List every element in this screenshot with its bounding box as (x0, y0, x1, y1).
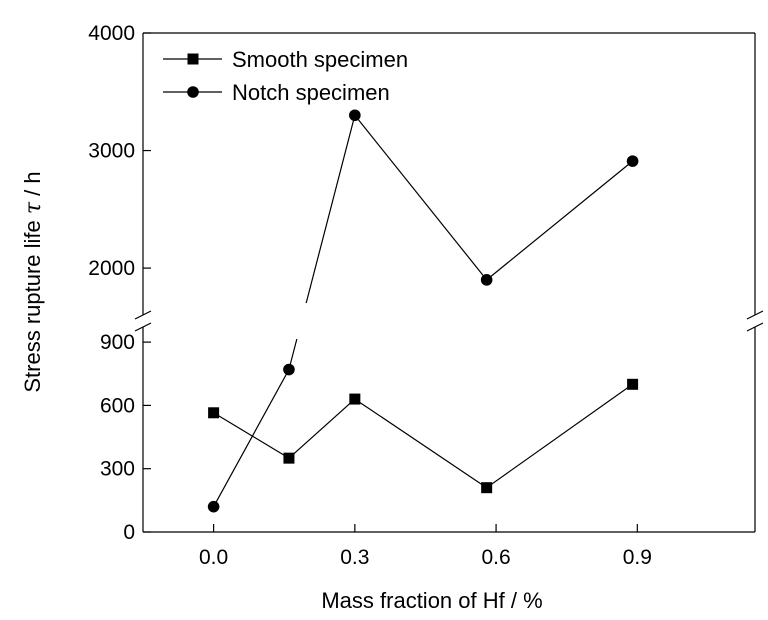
y-tick-label: 3000 (88, 140, 135, 163)
notch-specimen-line-segment (354, 114, 488, 281)
left-axis-break-mark (134, 310, 152, 320)
x-tick-label: 0.9 (623, 546, 652, 569)
axes: 0 300 600 900 2000 3000 4000 0.0 0.3 0.6 0.9 (88, 22, 764, 569)
legend-smooth-specimen-marker (187, 53, 199, 65)
series-layer (207, 109, 639, 513)
smooth-specimen-point (481, 482, 493, 494)
smooth-specimen-point (349, 393, 361, 405)
y-tick-label: 900 (100, 331, 135, 354)
smooth-specimen-line-segment (288, 398, 356, 459)
notch-specimen-line-segment (213, 369, 290, 507)
y-tick-label: 0 (123, 521, 135, 544)
x-tick-label: 0.3 (340, 546, 369, 569)
smooth-specimen-line-segment (486, 383, 633, 489)
notch-specimen-line-segment (486, 160, 633, 281)
legend: Smooth specimen Notch specimen (163, 47, 408, 105)
right-axis-break-mark (746, 322, 764, 332)
legend-notch-specimen-marker (187, 86, 199, 98)
y-tick-label: 2000 (88, 257, 135, 280)
y-axis-title-symbol: τ (21, 201, 46, 214)
smooth-specimen-line-segment (213, 412, 290, 459)
notch-specimen-point (283, 363, 295, 376)
notch-specimen-point (626, 155, 639, 167)
y-axis-title: Stress rupture life τ / h (20, 171, 46, 392)
smooth-specimen-point (283, 452, 295, 464)
notch-specimen-point (349, 109, 361, 122)
y-tick-label: 600 (100, 394, 135, 417)
smooth-specimen-line-segment (354, 398, 487, 489)
smooth-specimen-point (208, 407, 220, 419)
notch-specimen-point (480, 274, 493, 286)
legend-notch-specimen-label: Notch specimen (232, 80, 390, 105)
x-tick-label: 0.6 (481, 546, 510, 569)
notch-specimen-point (207, 500, 220, 513)
right-axis-break-mark (746, 310, 764, 320)
notch-specimen-line-segment (305, 115, 356, 304)
x-tick-label: 0.0 (199, 546, 228, 569)
y-tick-label: 4000 (88, 22, 135, 45)
left-axis-break-mark (134, 322, 152, 332)
y-tick-label: 300 (100, 458, 135, 481)
y-axis-title-suffix: / h (20, 171, 45, 202)
legend-smooth-specimen-label: Smooth specimen (232, 47, 408, 72)
y-axis-title-prefix: Stress rupture life (20, 214, 45, 393)
x-axis-title: Mass fraction of Hf / % (321, 588, 542, 613)
smooth-specimen-point (627, 378, 639, 390)
